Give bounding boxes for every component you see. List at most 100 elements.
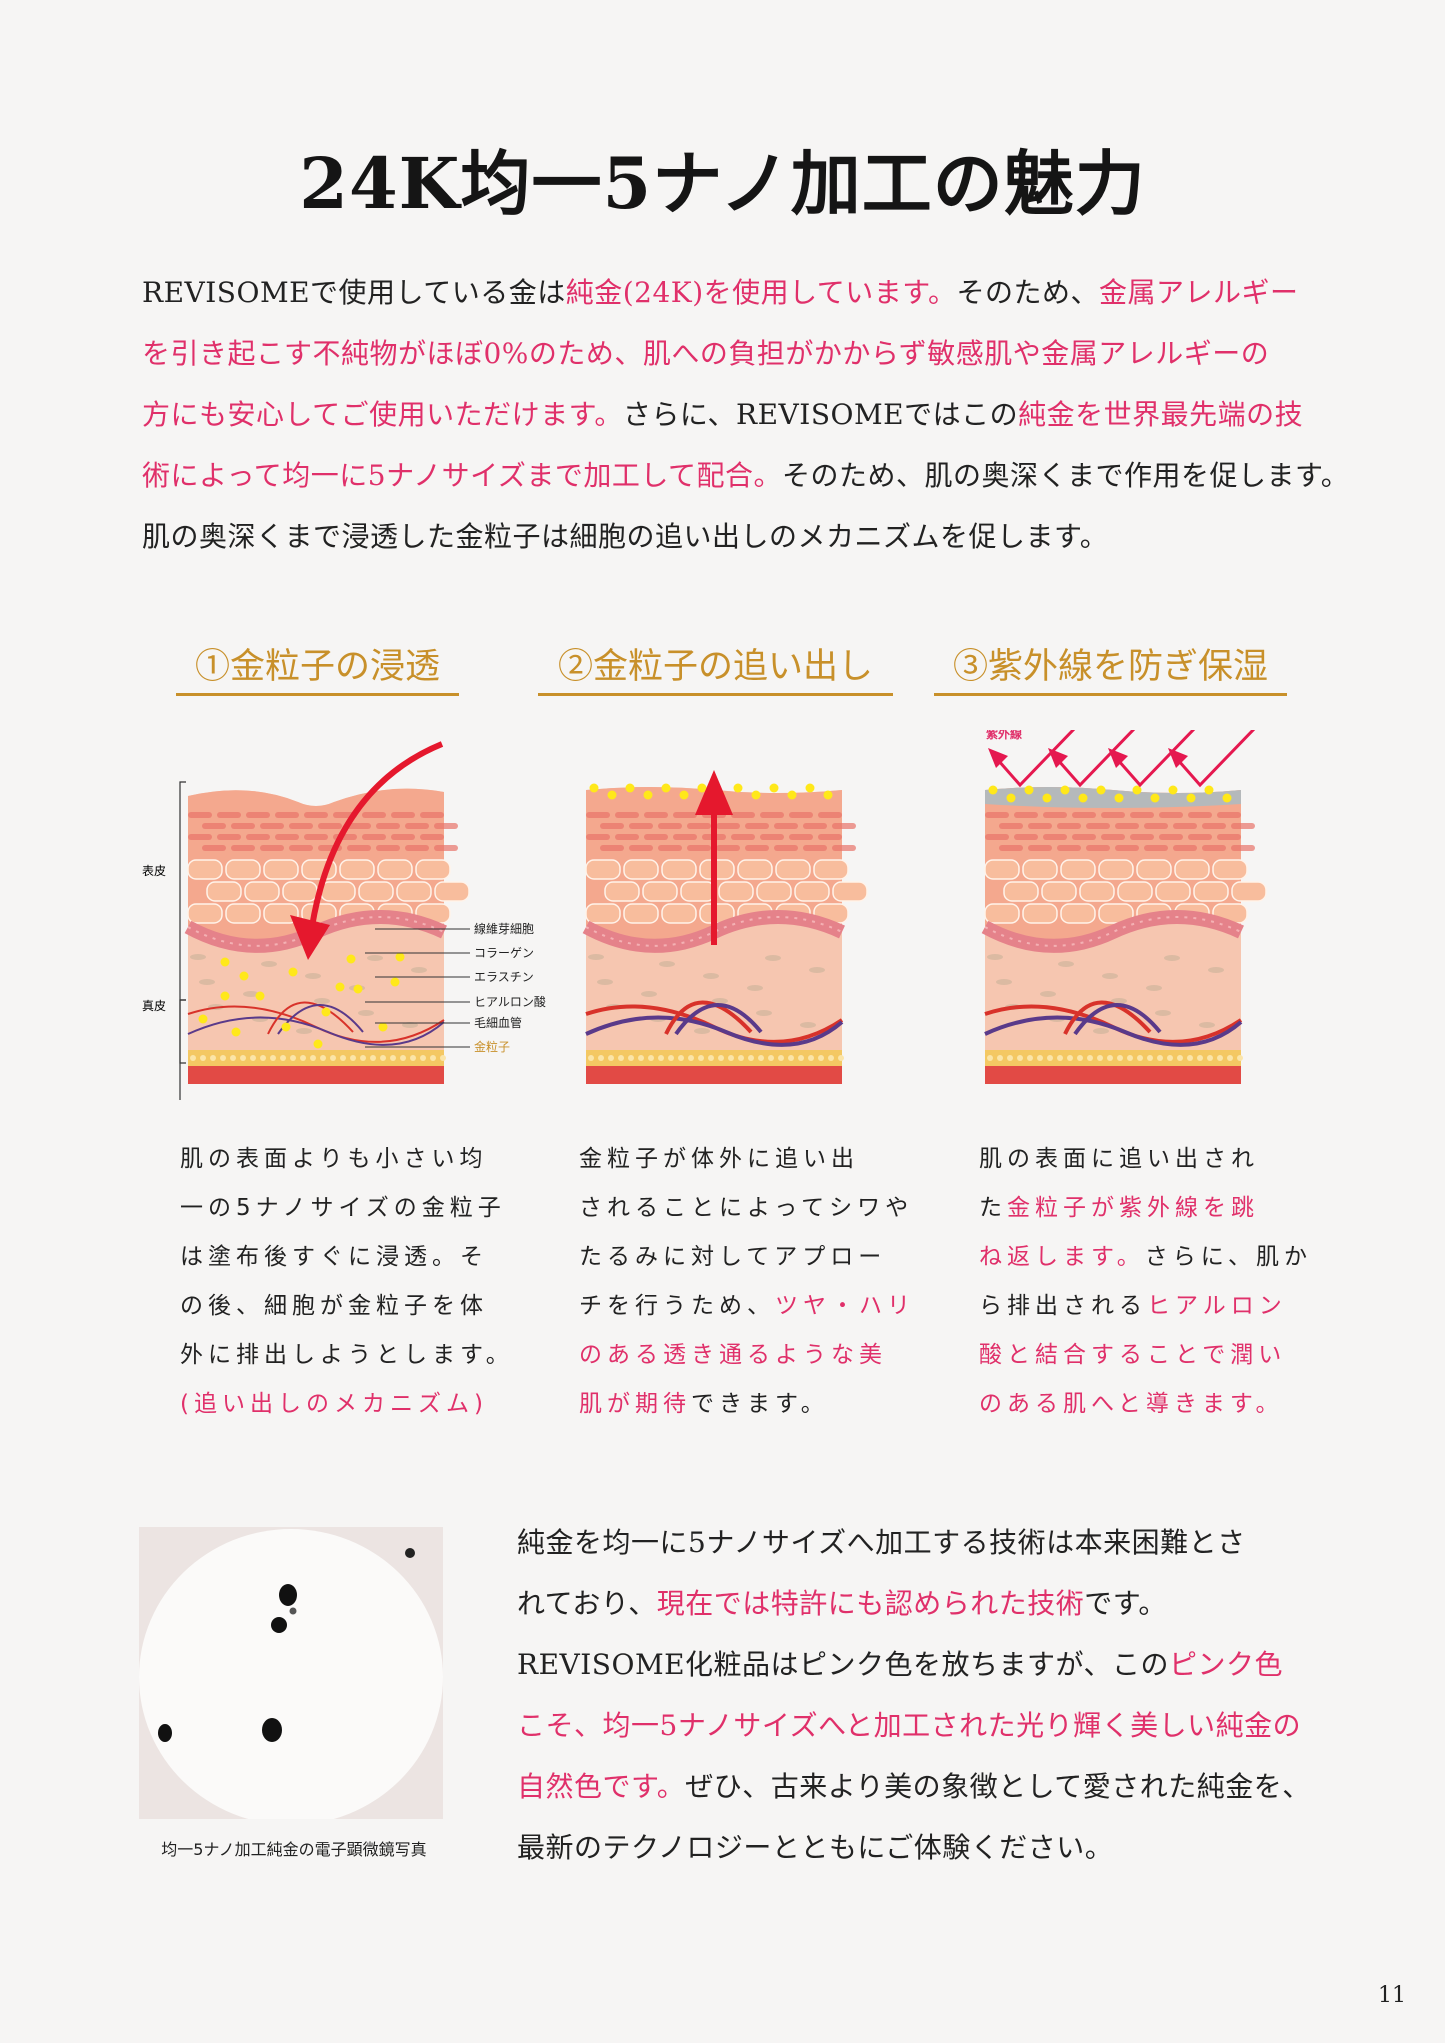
uv-label: 紫外線	[986, 730, 1022, 741]
text-line: 酸と結合することで潤い	[979, 1331, 1312, 1380]
fat-cell	[360, 1055, 366, 1061]
fat-cell	[330, 1055, 336, 1061]
stratum-cell	[1188, 834, 1212, 840]
text-segment: REVISOME化粧品はピンク色を放ちますが、この	[517, 1648, 1169, 1681]
fat-cell	[1237, 1055, 1243, 1061]
stratum-cell	[600, 845, 624, 851]
fat-cell	[1157, 1055, 1163, 1061]
fat-cell	[798, 1055, 804, 1061]
stratum-cell	[1072, 834, 1096, 840]
arrow-head	[290, 915, 330, 960]
epidermal-cell	[282, 881, 318, 902]
uv-ray	[1116, 730, 1196, 788]
fat-cell	[638, 1055, 644, 1061]
uv-reflect-arrowhead	[1048, 748, 1068, 768]
highlighted-text: 金属アレルギー	[1099, 276, 1299, 309]
text-segment: 肌の表面に追い出され	[979, 1146, 1259, 1172]
stratum-cell	[1043, 812, 1067, 818]
text-segment: 金粒子が体外に追い出	[579, 1146, 859, 1172]
text-segment: 一の5ナノサイズの金粒子	[180, 1195, 506, 1221]
stratum-cell	[1231, 823, 1255, 829]
section-text-penetration: 肌の表面よりも小さい均 一の5ナノサイズの金粒子 は塗布後すぐに浸透。そ の後、細胞が…	[180, 1135, 514, 1429]
highlighted-text: (追い出しのメカニズム)	[180, 1391, 488, 1417]
stratum-cell	[217, 812, 241, 818]
stratum-cell	[376, 823, 400, 829]
capillary-loop	[267, 1001, 354, 1035]
collagen-fiber	[800, 1022, 816, 1028]
fat-cell	[1127, 1055, 1133, 1061]
gold-particle	[1150, 793, 1160, 803]
stratum-cell	[745, 823, 769, 829]
stratum-cell	[1028, 845, 1052, 851]
photo-caption: 均一5ナノ加工純金の電子顕微鏡写真	[161, 1840, 427, 1859]
stratum-cell	[246, 812, 270, 818]
skin-diagram-uv: 紫外線	[981, 730, 1267, 1084]
epidermal-cell	[680, 881, 716, 902]
fat-cell	[708, 1055, 714, 1061]
gold-particle	[769, 783, 779, 793]
stratum-cell	[434, 823, 458, 829]
highlighted-text: を引き起こす不純物がほぼ0%のため、肌への負担がかからず敏感肌や金属アレルギーの	[142, 337, 1270, 370]
text-line: 肌の表面に追い出され	[979, 1135, 1312, 1184]
epidermal-cell	[642, 881, 678, 902]
text-line: れており、現在では特許にも認められた技術です。	[517, 1573, 1311, 1634]
gold-particle	[390, 977, 400, 987]
fat-cell	[608, 1055, 614, 1061]
text-line: 肌の表面よりも小さい均	[180, 1135, 514, 1184]
fat-cell	[1187, 1055, 1193, 1061]
stratum-cell	[629, 823, 653, 829]
stratum-cell	[202, 845, 226, 851]
epidermal-cell	[1212, 859, 1248, 880]
basal-layer	[981, 910, 1244, 953]
highlighted-text: 自然色です。	[517, 1770, 686, 1803]
epidermal-cell	[984, 903, 1020, 924]
collagen-fiber	[367, 955, 383, 961]
stratum-cell	[615, 812, 639, 818]
stratum-cell	[832, 823, 856, 829]
stratum-cell	[275, 812, 299, 818]
fat-cell	[1057, 1055, 1063, 1061]
highlighted-text: 酸と結合することで潤い	[979, 1342, 1287, 1368]
stratum-cell	[803, 845, 827, 851]
text-line: 術によって均一に5ナノサイズまで加工して配合。そのため、肌の奥深くまで作用を促し…	[142, 445, 1349, 506]
layer-bracket	[179, 781, 186, 1100]
collagen-fiber	[199, 979, 215, 985]
collagen-fiber	[411, 967, 427, 973]
text-line: 一の5ナノサイズの金粒子	[180, 1184, 514, 1233]
stratum-cell	[202, 823, 226, 829]
uv-ray	[1056, 730, 1136, 788]
fat-cell	[290, 1055, 296, 1061]
stratum-cell	[1115, 845, 1139, 851]
fat-cell	[598, 1055, 604, 1061]
stratum-cell	[818, 834, 842, 840]
epidermal-cell	[206, 881, 242, 902]
epidermal-cell	[984, 859, 1020, 880]
epidermal-cell	[585, 903, 621, 924]
gold-particle	[220, 957, 230, 967]
gold-particle	[346, 954, 356, 964]
stratum-cell	[362, 812, 386, 818]
text-segment: は塗布後すぐに浸透。そ	[180, 1244, 488, 1270]
stratum-cell	[1173, 823, 1197, 829]
fat-cell	[320, 1055, 326, 1061]
uv-reflect-arrowhead	[1168, 748, 1188, 768]
highlighted-text: 方にも安心してご使用いただけます。	[142, 398, 623, 431]
epidermis-label: 表皮	[142, 864, 166, 878]
penetration-arrow	[307, 741, 444, 941]
stratum-cell	[1101, 812, 1125, 818]
text-segment: チを行うため、	[579, 1293, 775, 1319]
text-line: 方にも安心してご使用いただけます。さらに、REVISOMEではこの純金を世界最先…	[142, 384, 1303, 445]
fat-cell	[240, 1055, 246, 1061]
fat-cell	[390, 1055, 396, 1061]
text-line: (追い出しのメカニズム)	[180, 1380, 514, 1429]
collagen-fiber	[712, 998, 728, 1004]
gold-particle	[239, 971, 249, 981]
highlighted-text: 現在では特許にも認められた技術	[656, 1587, 1085, 1620]
stratum-cell	[818, 812, 842, 818]
text-line: されることによってシワや	[579, 1184, 915, 1233]
stratum-cell	[999, 823, 1023, 829]
text-line: た金粒子が紫外線を跳	[979, 1184, 1312, 1233]
stratum-cell	[1014, 834, 1038, 840]
stratum-cell	[1202, 823, 1226, 829]
